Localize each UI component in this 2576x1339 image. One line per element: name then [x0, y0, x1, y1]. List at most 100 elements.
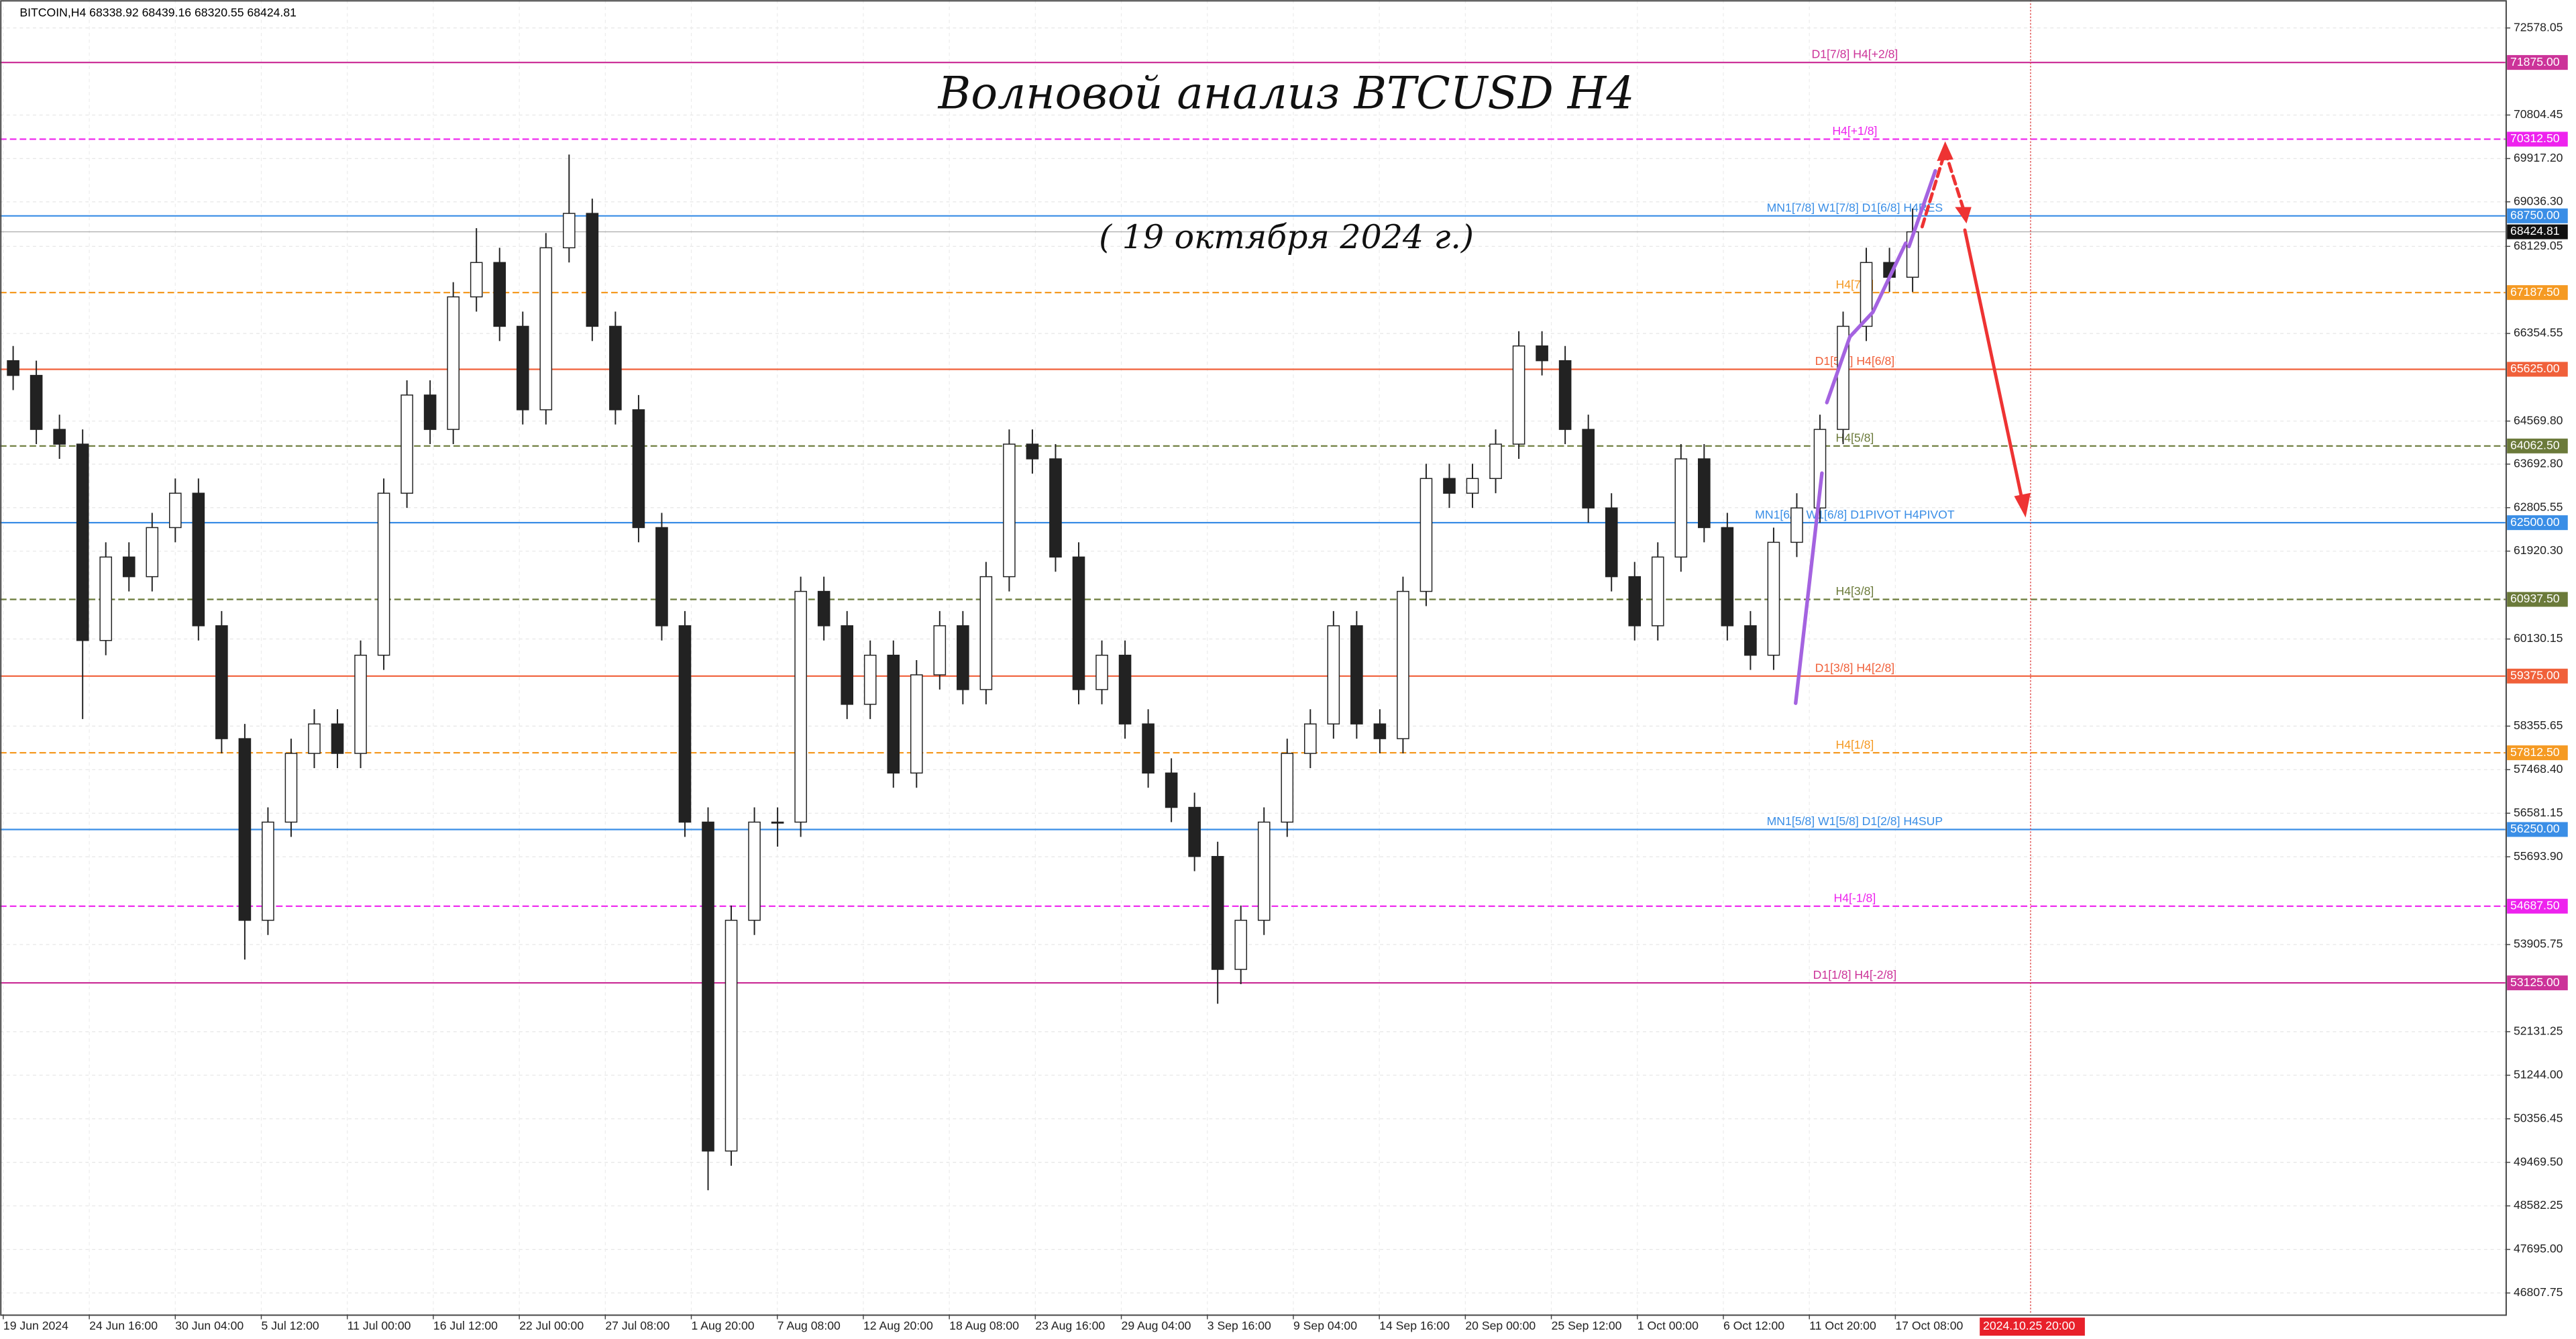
- candle-body: [910, 674, 923, 774]
- level-label: MN1[5/8] W1[5/8] D1[2/8] H4SUP: [1767, 814, 1943, 828]
- level-label: D1[3/8] H4[2/8]: [1815, 661, 1895, 674]
- x-tick-label: 5 Jul 12:00: [262, 1319, 319, 1332]
- level-price-box: [2507, 898, 2568, 914]
- candle-body: [7, 360, 19, 376]
- wave-line: [1794, 471, 1824, 705]
- candle-body: [284, 753, 298, 823]
- x-tick-label: 17 Oct 08:00: [1895, 1319, 1963, 1332]
- level-price-box: [2507, 208, 2568, 223]
- candle-body: [423, 394, 437, 430]
- level-label: H4[1/8]: [1835, 738, 1874, 751]
- x-tick-label: 11 Jul 00:00: [347, 1319, 411, 1332]
- candle-body: [377, 492, 390, 656]
- grid: [0, 0, 2506, 1315]
- y-tick-label: 66354.55: [2514, 326, 2563, 339]
- x-tick-label: 23 Aug 16:00: [1035, 1319, 1105, 1332]
- x-tick-label: 7 Aug 08:00: [777, 1319, 841, 1332]
- y-tick-label: 58355.65: [2514, 718, 2563, 732]
- candle-body: [1860, 262, 1873, 327]
- x-tick-label: 30 Jun 04:00: [175, 1319, 244, 1332]
- level-price-label: 53125.00: [2510, 975, 2560, 989]
- candle-body: [1234, 920, 1248, 970]
- candle-body: [1536, 345, 1548, 362]
- candle-body: [817, 590, 830, 627]
- level-price-box: [2507, 745, 2568, 761]
- arrow-head: [1937, 141, 1953, 162]
- candle-body: [794, 590, 807, 823]
- y-tick-label: 60130.15: [2514, 631, 2563, 645]
- candle-body: [1095, 654, 1108, 690]
- candle-body: [1767, 541, 1780, 656]
- current-price-box: [2507, 224, 2568, 239]
- candle-body: [1674, 458, 1688, 558]
- y-tick-label: 47695.00: [2514, 1242, 2563, 1255]
- candle-body: [702, 821, 714, 1152]
- candle-body: [1443, 478, 1456, 494]
- candle-body: [957, 625, 969, 690]
- candle-body: [748, 821, 761, 921]
- y-tick-label: 56581.15: [2514, 806, 2563, 819]
- current-price-label: 68424.81: [2510, 224, 2560, 237]
- axes: 72578.05 70804.45 69917.20 69036.30 68129.05…: [3, 20, 2568, 1336]
- x-tick-label: 20 Sep 00:00: [1465, 1319, 1536, 1332]
- level-price-label: 71875.00: [2510, 55, 2560, 68]
- candle-body: [470, 262, 483, 298]
- candle-body: [933, 625, 947, 676]
- wave-line: [1907, 169, 1937, 249]
- candle-body: [1489, 443, 1502, 480]
- candle-body: [76, 443, 89, 641]
- candle-body: [493, 262, 506, 327]
- candle-body: [192, 492, 205, 627]
- candle-body: [1373, 723, 1387, 739]
- candle-body: [447, 296, 460, 430]
- x-tick-label: 29 Aug 04:00: [1122, 1319, 1191, 1332]
- candle-body: [539, 247, 553, 411]
- y-tick-label: 53905.75: [2514, 937, 2563, 951]
- level-label: H4[+1/8]: [1832, 124, 1877, 138]
- candle-body: [331, 723, 344, 754]
- candle-body: [1466, 478, 1479, 494]
- candle-body: [609, 325, 622, 411]
- x-tick-label: 1 Oct 00:00: [1638, 1319, 1699, 1332]
- level-price-box: [2507, 592, 2568, 607]
- x-tick-label: 12 Aug 20:00: [863, 1319, 933, 1332]
- x-tick-label: 18 Aug 08:00: [949, 1319, 1019, 1332]
- y-tick-label: 63692.80: [2514, 457, 2563, 470]
- x-tick-label: 14 Sep 16:00: [1379, 1319, 1450, 1332]
- x-tick-label: 16 Jul 12:00: [433, 1319, 498, 1332]
- candle-body: [516, 325, 529, 411]
- forecast-line: [1963, 228, 2025, 503]
- level-label: MN1[6/8] W1[6/8] D1PIVOT H4PIVOT: [1755, 508, 1955, 521]
- candle-body: [1651, 556, 1664, 627]
- candle-body: [655, 527, 668, 627]
- candle-body: [1790, 507, 1803, 543]
- candle-body: [887, 654, 900, 774]
- y-tick-label: 68129.05: [2514, 239, 2563, 252]
- candle-body: [354, 654, 367, 754]
- candle-body: [979, 576, 993, 690]
- level-price-label: 67187.50: [2510, 285, 2560, 299]
- level-price-label: 57812.50: [2510, 745, 2560, 759]
- candle-body: [586, 213, 599, 327]
- candle-body: [1419, 478, 1433, 592]
- level-label: D1[7/8] H4[+2/8]: [1811, 48, 1898, 61]
- level-price-label: 62500.00: [2510, 515, 2560, 529]
- level-label: D1[5/8] H4[6/8]: [1815, 354, 1895, 368]
- levels: D1[7/8] H4[+2/8] H4[+1/8] MN1[7/8] W1[7/8]…: [0, 48, 2506, 984]
- plot-frame: [0, 0, 2507, 1316]
- y-tick-label: 57468.40: [2514, 762, 2563, 775]
- candle-body: [678, 625, 692, 823]
- chart-subtitle: ( 19 октября 2024 г.): [1099, 218, 1474, 256]
- level-price-box: [2507, 822, 2568, 837]
- arrow-head: [1955, 207, 1972, 224]
- level-price-label: 64062.50: [2510, 438, 2560, 451]
- candle-body: [1118, 654, 1132, 725]
- candle-body: [632, 409, 645, 529]
- candle-body: [1188, 806, 1201, 857]
- candle-body: [1327, 625, 1340, 725]
- x-tick-label: 27 Jul 08:00: [605, 1319, 669, 1332]
- candle-body: [1303, 723, 1317, 754]
- level-label: D1[1/8] H4[-2/8]: [1813, 968, 1896, 981]
- wave-line: [1825, 241, 1908, 405]
